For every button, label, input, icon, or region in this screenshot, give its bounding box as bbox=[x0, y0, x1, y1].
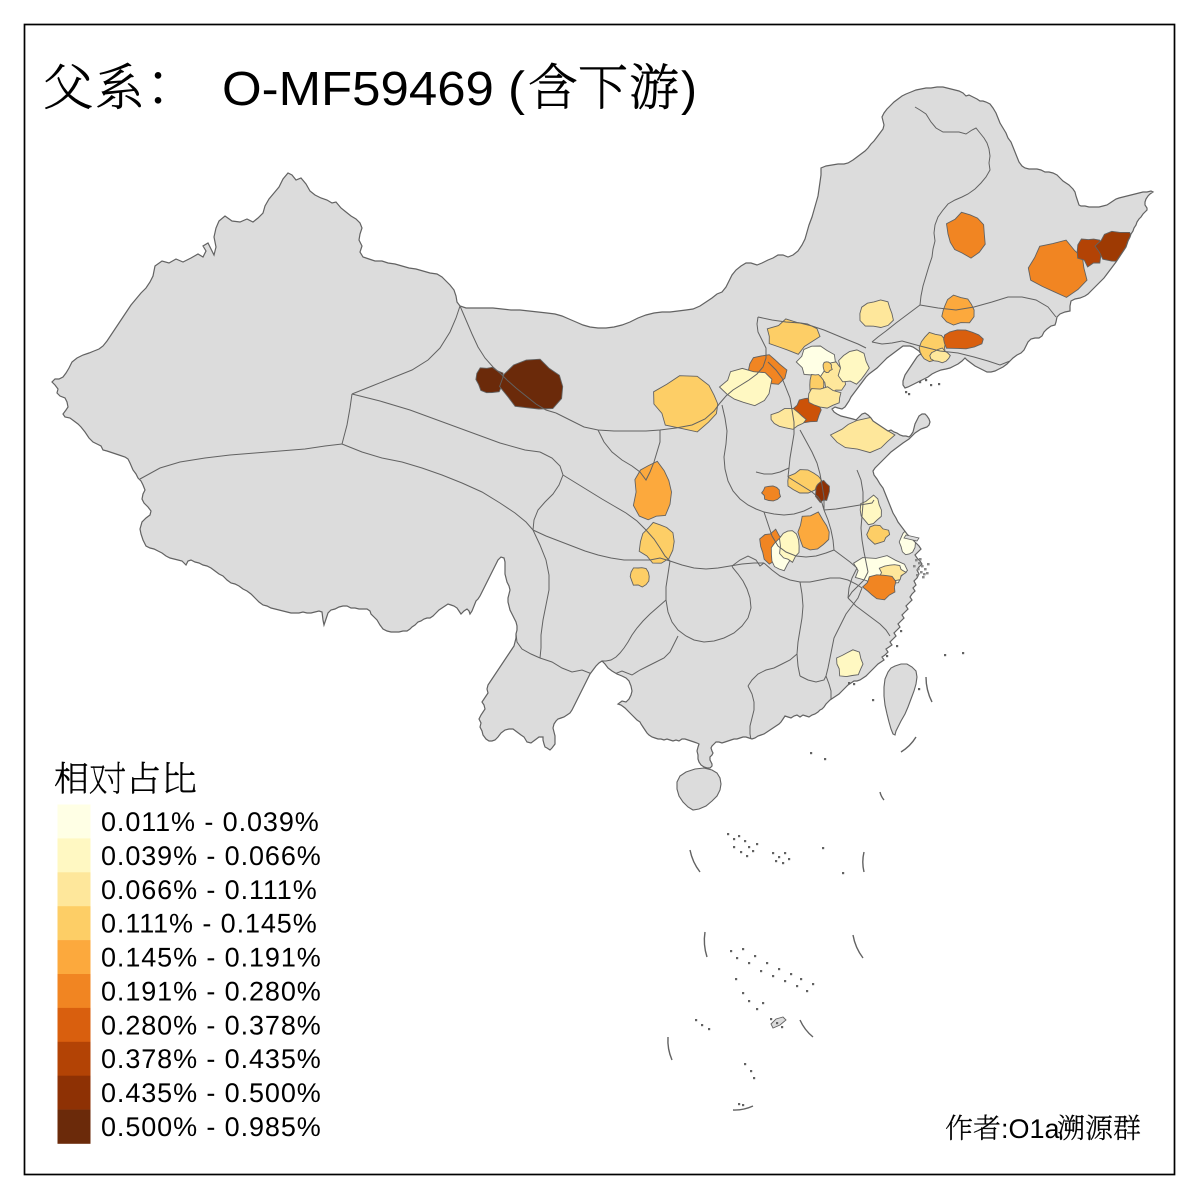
svg-text:0.011% - 0.039%: 0.011% - 0.039% bbox=[101, 807, 320, 837]
svg-text:): ) bbox=[681, 63, 697, 116]
svg-text:O-MF59469 (: O-MF59469 ( bbox=[222, 63, 525, 116]
svg-text::O1a: :O1a bbox=[1001, 1114, 1061, 1144]
svg-text:0.500% - 0.985%: 0.500% - 0.985% bbox=[101, 1112, 322, 1142]
svg-text:0.111% - 0.145%: 0.111% - 0.145% bbox=[101, 909, 318, 939]
svg-text:0.145% - 0.191%: 0.145% - 0.191% bbox=[101, 943, 322, 973]
svg-text:0.280% - 0.378%: 0.280% - 0.378% bbox=[101, 1010, 322, 1040]
svg-text:0.378% - 0.435%: 0.378% - 0.435% bbox=[101, 1044, 322, 1074]
svg-text:0.039% - 0.066%: 0.039% - 0.066% bbox=[101, 841, 322, 871]
svg-text:0.435% - 0.500%: 0.435% - 0.500% bbox=[101, 1078, 322, 1108]
svg-text:0.066% - 0.111%: 0.066% - 0.111% bbox=[101, 875, 318, 905]
svg-text:0.191% - 0.280%: 0.191% - 0.280% bbox=[101, 977, 322, 1007]
